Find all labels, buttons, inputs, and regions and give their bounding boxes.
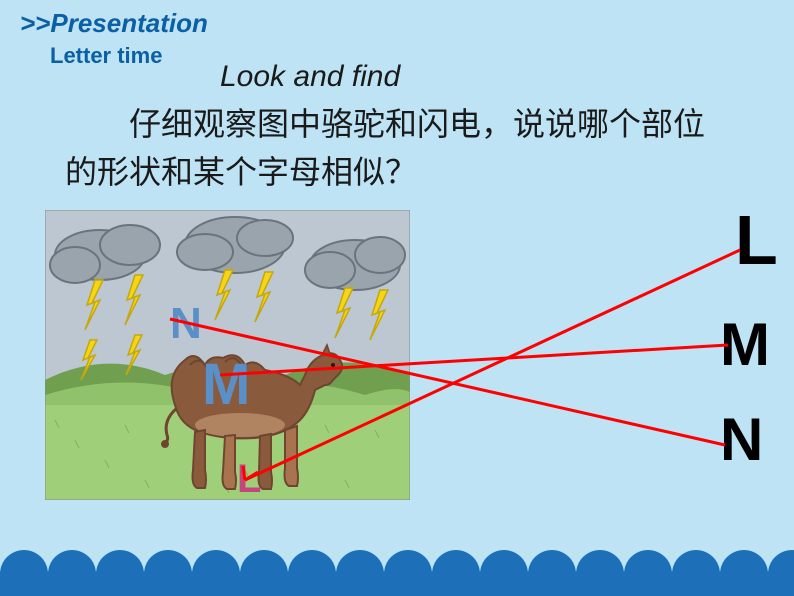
letter-time-label: Letter time: [50, 43, 162, 69]
target-letter-l: L: [735, 200, 778, 280]
illustration: N M L: [45, 210, 410, 500]
look-and-find-title: Look and find: [220, 60, 400, 94]
overlay-letter-l: L: [237, 457, 261, 500]
instruction-text: 仔细观察图中骆驼和闪电，说说哪个部位的形状和某个字母相似？: [65, 100, 735, 196]
overlay-letter-m: M: [202, 352, 250, 417]
overlay-letter-n: N: [170, 299, 202, 348]
scallop-border: [0, 546, 794, 596]
presentation-label: >>Presentation: [20, 8, 774, 39]
target-letter-n: N: [720, 405, 763, 474]
target-letter-m: M: [720, 310, 770, 379]
